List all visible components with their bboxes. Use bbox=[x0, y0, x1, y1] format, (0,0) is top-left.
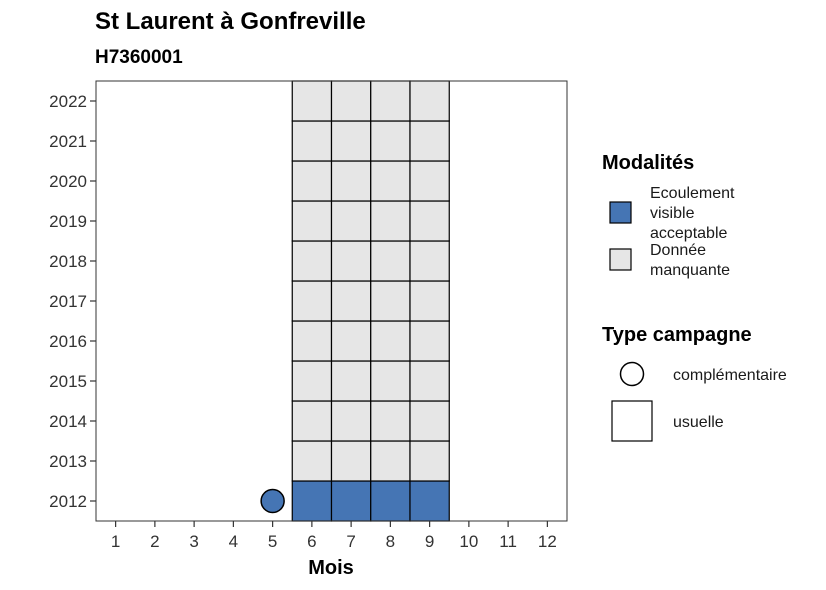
y-tick-label: 2022 bbox=[49, 92, 87, 111]
y-tick-label: 2012 bbox=[49, 492, 87, 511]
cell-2016-9 bbox=[409, 320, 450, 362]
cell-2019-6 bbox=[291, 200, 333, 242]
y-tick-label: 2015 bbox=[49, 372, 87, 391]
cell-2018-8 bbox=[370, 240, 411, 282]
legend-key-modalite bbox=[609, 248, 632, 271]
cell-2021-7 bbox=[330, 120, 372, 162]
cell-2015-9 bbox=[409, 360, 450, 402]
points-layer bbox=[260, 488, 285, 514]
legend-label-campagne: usuelle bbox=[673, 414, 724, 431]
cell-2020-8 bbox=[370, 160, 411, 202]
cell-2020-9 bbox=[409, 160, 450, 202]
cell-2012-6 bbox=[291, 480, 333, 522]
y-tick-label: 2018 bbox=[49, 252, 87, 271]
x-tick-label: 10 bbox=[459, 532, 478, 551]
x-tick-label: 2 bbox=[150, 532, 159, 551]
cell-2015-8 bbox=[370, 360, 411, 402]
x-tick-label: 12 bbox=[538, 532, 557, 551]
legend-label-modalite: acceptable bbox=[650, 225, 727, 242]
cell-2013-8 bbox=[370, 440, 411, 482]
cell-2017-8 bbox=[370, 280, 411, 322]
cell-2012-7 bbox=[330, 480, 372, 522]
legend: Modalités Ecoulement visible acceptableDon… bbox=[602, 152, 787, 442]
cell-2013-7 bbox=[330, 440, 372, 482]
cell-2022-7 bbox=[330, 80, 372, 122]
x-tick-label: 4 bbox=[229, 532, 238, 551]
cell-2017-7 bbox=[330, 280, 372, 322]
cell-2013-6 bbox=[291, 440, 333, 482]
x-tick-label: 8 bbox=[386, 532, 395, 551]
legend-campagnes: complémentaire usuelle bbox=[611, 361, 787, 442]
y-tick-label: 2021 bbox=[49, 132, 87, 151]
y-tick-label: 2014 bbox=[49, 412, 87, 431]
cell-2020-7 bbox=[330, 160, 372, 202]
cell-2019-8 bbox=[370, 200, 411, 242]
y-tick-label: 2020 bbox=[49, 172, 87, 191]
cell-2022-8 bbox=[370, 80, 411, 122]
legend-label-modalite: manquante bbox=[650, 262, 730, 279]
cell-2015-7 bbox=[330, 360, 372, 402]
cells-layer bbox=[291, 80, 450, 522]
legend-label-modalite: Donnée bbox=[650, 242, 706, 259]
legend-label-modalite: Ecoulement bbox=[650, 185, 735, 202]
y-tick-label: 2019 bbox=[49, 212, 87, 231]
x-tick-label: 1 bbox=[111, 532, 120, 551]
cell-2014-7 bbox=[330, 400, 372, 442]
legend-label-campagne: complémentaire bbox=[673, 367, 787, 384]
chart-subtitle: H7360001 bbox=[95, 47, 183, 68]
cell-2021-6 bbox=[291, 120, 333, 162]
x-tick-label: 11 bbox=[499, 532, 517, 551]
y-tick-label: 2017 bbox=[49, 292, 87, 311]
x-axis: 1 2 3 4 5 6 7 8 9 10 11 12 bbox=[111, 521, 557, 551]
cell-2022-9 bbox=[409, 80, 450, 122]
cell-2016-8 bbox=[370, 320, 411, 362]
cell-2018-9 bbox=[409, 240, 450, 282]
x-tick-label: 6 bbox=[307, 532, 316, 551]
cell-2021-8 bbox=[370, 120, 411, 162]
cell-2014-9 bbox=[409, 400, 450, 442]
cell-2017-6 bbox=[291, 280, 333, 322]
legend-key-campagne bbox=[619, 361, 645, 387]
legend-key-campagne bbox=[611, 400, 653, 442]
chart-title: St Laurent à Gonfreville bbox=[95, 8, 366, 35]
legend-modalites-title: Modalités bbox=[602, 152, 694, 174]
cell-2020-6 bbox=[291, 160, 333, 202]
cell-2012-8 bbox=[370, 480, 411, 522]
x-axis-title: Mois bbox=[308, 557, 354, 579]
cell-2022-6 bbox=[291, 80, 333, 122]
x-tick-label: 5 bbox=[268, 532, 277, 551]
cell-2013-9 bbox=[409, 440, 450, 482]
cell-2017-9 bbox=[409, 280, 450, 322]
legend-campagne-title: Type campagne bbox=[602, 324, 752, 346]
cell-2018-7 bbox=[330, 240, 372, 282]
cell-2021-9 bbox=[409, 120, 450, 162]
cell-2014-6 bbox=[291, 400, 333, 442]
cell-2018-6 bbox=[291, 240, 333, 282]
x-tick-label: 3 bbox=[189, 532, 198, 551]
x-tick-label: 7 bbox=[346, 532, 355, 551]
cell-2014-8 bbox=[370, 400, 411, 442]
y-tick-label: 2016 bbox=[49, 332, 87, 351]
point-2012-5 bbox=[260, 488, 285, 514]
cell-2016-7 bbox=[330, 320, 372, 362]
legend-label-modalite: visible bbox=[650, 205, 695, 222]
cell-2019-9 bbox=[409, 200, 450, 242]
cell-2015-6 bbox=[291, 360, 333, 402]
x-tick-label: 9 bbox=[425, 532, 434, 551]
y-axis: 2012 2013 2014 2015 2016 2017 2018 2019 2020 2021… bbox=[49, 92, 96, 511]
cell-2019-7 bbox=[330, 200, 372, 242]
y-tick-label: 2013 bbox=[49, 452, 87, 471]
cell-2016-6 bbox=[291, 320, 333, 362]
legend-key-modalite bbox=[609, 201, 632, 224]
cell-2012-9 bbox=[409, 480, 450, 522]
